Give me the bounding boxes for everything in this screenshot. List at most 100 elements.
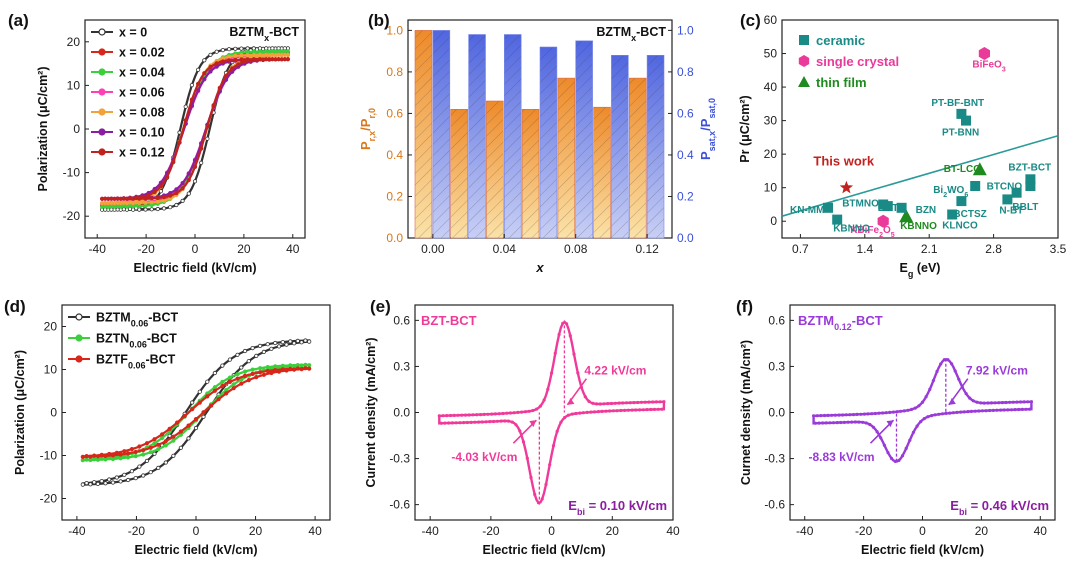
data-point-ceramic: [956, 196, 967, 207]
data-point: [231, 386, 236, 391]
data-point: [826, 413, 830, 417]
data-point: [208, 64, 213, 70]
bar-hatch: [503, 34, 522, 239]
data-point: [288, 339, 293, 344]
legend-marker: [98, 108, 106, 116]
data-point: [299, 366, 304, 372]
text-segment: E: [950, 498, 959, 513]
data-point: [523, 410, 528, 414]
data-point: [270, 52, 275, 57]
data-point: [175, 420, 180, 425]
data-point: [546, 387, 550, 391]
data-point: [555, 429, 559, 433]
data-point: [265, 368, 270, 374]
data-point: [265, 364, 270, 370]
data-point-thin-film: [972, 162, 987, 176]
data-point: [307, 339, 312, 344]
data-point: [118, 456, 123, 461]
data-point: [257, 52, 263, 58]
data-point: [282, 57, 287, 62]
data-point: [233, 46, 238, 51]
data-point: [645, 408, 649, 412]
data-point: [168, 205, 173, 210]
panel-label: (c): [740, 11, 761, 30]
y-tick-label: 20: [44, 320, 58, 334]
data-point: [853, 420, 857, 424]
y-tick-label: 0: [770, 214, 777, 228]
data-point: [486, 412, 490, 416]
data-point: [202, 71, 207, 76]
data-point: [508, 411, 512, 415]
data-point: [186, 436, 191, 441]
data-point: [276, 344, 282, 349]
data-point: [201, 414, 206, 419]
data-point: [469, 420, 473, 424]
x-tick-label: 20: [249, 524, 263, 538]
x-tick-label: 20: [237, 242, 251, 256]
data-point: [202, 58, 207, 63]
peak-label-neg: -4.03 kV/cm: [451, 450, 517, 464]
x-tick-label: 0.00: [421, 242, 445, 256]
data-point: [462, 421, 466, 425]
data-point: [115, 200, 120, 205]
data-point: [99, 456, 104, 461]
data-point: [521, 440, 526, 444]
data-point: [122, 472, 127, 477]
x-tick-label: -40: [68, 524, 86, 538]
data-point: [639, 400, 644, 404]
data-point: [824, 421, 828, 425]
data-point: [940, 412, 945, 416]
data-point: [882, 443, 887, 447]
legend-marker: [98, 28, 106, 36]
data-point: [276, 52, 281, 57]
data-point: [114, 450, 119, 455]
text-segment: x: [631, 33, 636, 43]
data-point: [84, 480, 89, 486]
data-point: [152, 451, 157, 456]
y-tick-label-right: 0.6: [677, 106, 694, 120]
x-axis-label: Electric field (kV/cm): [134, 261, 257, 275]
data-point: [212, 385, 217, 390]
data-point: [284, 364, 289, 369]
y-tick-label-left: 0.2: [386, 189, 403, 203]
data-point: [821, 421, 825, 425]
data-point: [837, 413, 841, 417]
text-segment: BZTN: [96, 332, 129, 346]
data-point: [604, 409, 608, 413]
data-point: [250, 345, 255, 351]
data-point: [223, 73, 229, 79]
data-point: [908, 438, 912, 442]
data-point: [149, 196, 154, 201]
panel-label: (f): [736, 297, 753, 316]
data-point: [1017, 407, 1021, 412]
data-point: [107, 477, 112, 482]
data-point: [80, 482, 85, 487]
data-point: [900, 454, 905, 458]
data-point: [662, 400, 666, 404]
legend-label: x = 0.06: [119, 86, 165, 100]
data-point: [276, 57, 281, 62]
y-tick-label: 30: [764, 114, 778, 128]
data-point: [540, 497, 544, 501]
data-point: [103, 457, 108, 462]
data-point-ceramic: [956, 108, 967, 119]
data-point: [993, 401, 997, 405]
data-point: [126, 477, 131, 483]
legend-marker: [75, 355, 83, 363]
data-point: [975, 400, 979, 404]
text-segment: P: [698, 151, 713, 160]
data-point: [492, 419, 496, 424]
data-point: [152, 441, 157, 446]
bar-hatch: [414, 30, 433, 239]
data-point: [168, 193, 173, 198]
y-tick-label: -0.6: [389, 498, 410, 512]
point-label: Bi2WO6: [933, 185, 968, 199]
data-point: [239, 53, 244, 58]
data-point: [110, 480, 116, 485]
data-point: [623, 408, 627, 412]
text-segment: O: [883, 225, 891, 236]
data-point: [251, 46, 256, 51]
data-point: [624, 401, 629, 405]
data-point: [114, 475, 119, 480]
data-point: [602, 402, 606, 406]
